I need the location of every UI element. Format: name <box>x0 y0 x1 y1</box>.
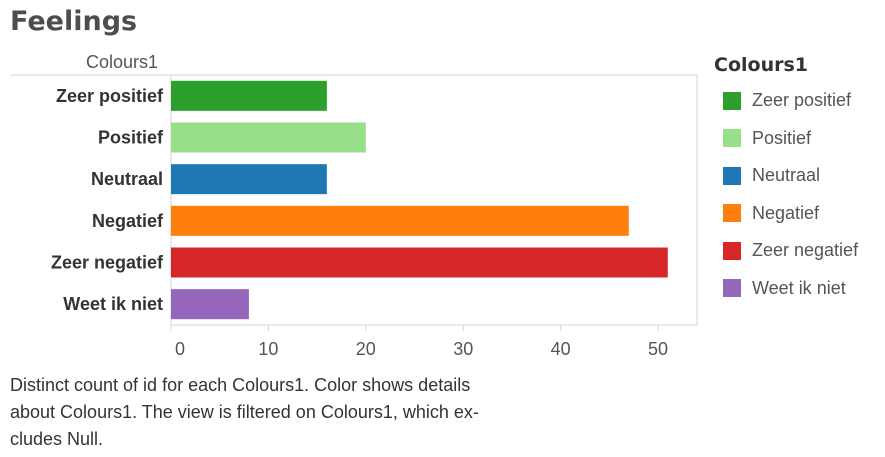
legend-swatch <box>723 129 741 148</box>
legend-item[interactable]: Positief <box>714 120 884 158</box>
caption-line: Distinct count of id for each Colours1. … <box>10 375 471 395</box>
x-tick-label: 50 <box>648 339 668 359</box>
legend-item[interactable]: Zeer negatief <box>714 232 884 270</box>
bar-neutraal <box>171 164 327 195</box>
x-tick-label: 40 <box>551 339 571 359</box>
legend-item[interactable]: Zeer positief <box>714 82 884 120</box>
legend-item[interactable]: Neutraal <box>714 157 884 195</box>
bar-weet-ik-niet <box>171 289 249 320</box>
legend-label: Zeer negatief <box>752 240 859 261</box>
chart-title: Feelings <box>10 6 138 37</box>
plot-frame <box>170 74 698 326</box>
legend-label: Positief <box>752 127 812 148</box>
legend-label: Weet ik niet <box>752 277 846 298</box>
legend-items: Zeer positief Positief Neutraal Negatief Zee… <box>714 82 884 307</box>
legend-swatch <box>723 91 741 110</box>
category-label: Weet ik niet <box>63 294 163 314</box>
bar-positief <box>171 122 366 153</box>
y-axis-label: Colours1 <box>86 52 158 72</box>
caption-line: cludes Null. <box>10 429 104 449</box>
bar-zeer-negatief <box>171 247 668 278</box>
category-label: Positief <box>98 128 164 148</box>
category-label: Neutraal <box>91 169 163 189</box>
legend-item[interactable]: Weet ik niet <box>714 270 884 308</box>
legend-label: Neutraal <box>752 165 821 186</box>
category-label: Zeer positief <box>56 86 164 106</box>
bar-zeer-positief <box>171 80 327 111</box>
category-label: Zeer negatief <box>51 253 164 273</box>
legend-item[interactable]: Negatief <box>714 195 884 233</box>
legend-title: Colours1 <box>714 54 808 76</box>
legend-swatch <box>723 241 741 260</box>
category-label: Negatief <box>92 211 164 231</box>
legend-label: Zeer positief <box>752 90 852 111</box>
caption-line: about Colours1. The view is filtered on … <box>10 402 479 422</box>
x-tick-label: 20 <box>356 339 376 359</box>
legend-label: Negatief <box>752 202 820 223</box>
legend: Colours1 Zeer positief Positief Neutraal Ne… <box>714 54 884 307</box>
x-tick-label: 30 <box>453 339 473 359</box>
x-tick-label: 10 <box>258 339 278 359</box>
legend-swatch <box>723 166 741 185</box>
chart-caption: Distinct count of id for each Colours1. … <box>10 372 650 453</box>
legend-swatch <box>723 204 741 223</box>
x-tick-label: 0 <box>175 339 185 359</box>
legend-swatch <box>723 279 741 298</box>
bar-negatief <box>171 205 629 236</box>
